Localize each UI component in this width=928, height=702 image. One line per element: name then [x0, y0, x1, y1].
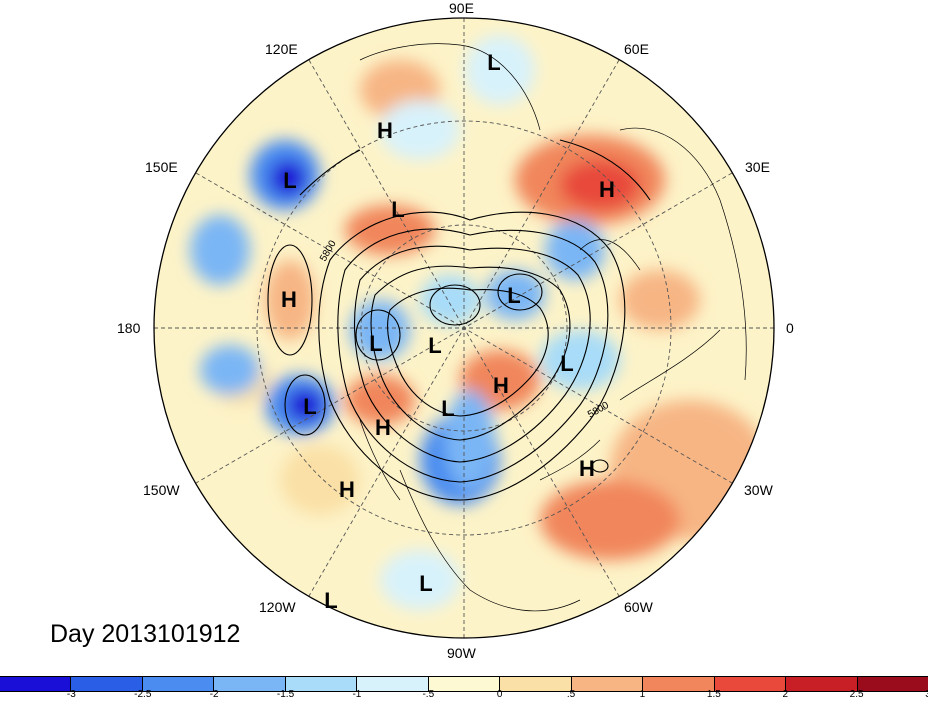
- colorbar-swatch: [786, 677, 858, 691]
- map-border: [153, 17, 775, 639]
- colorbar-tick-label: -.5: [422, 689, 435, 700]
- colorbar-swatch: [142, 677, 215, 691]
- high-east-pacific: H: [339, 477, 355, 502]
- colorbar-tick-label: -2.5: [134, 689, 152, 700]
- colorbar: [0, 676, 928, 692]
- colorbar-tick-label: 0: [496, 689, 503, 700]
- colorbar-swatch: [857, 677, 928, 691]
- low-bering: L: [369, 331, 382, 356]
- colorbar-swatch: [357, 677, 429, 691]
- colorbar-tick-label: -3: [66, 689, 76, 700]
- lon-label-30e: 30E: [745, 159, 770, 175]
- lon-label-60w: 60W: [624, 599, 653, 615]
- colorbar-swatch: [571, 677, 644, 691]
- pressure-centers: L H L L H H L L L L H L L H H H L L: [281, 50, 615, 613]
- low-mexico: L: [419, 571, 432, 596]
- lon-label-120e: 120E: [265, 41, 298, 57]
- colorbar-tick-label: .5: [566, 689, 576, 700]
- low-gulf-alaska: L: [303, 394, 316, 419]
- low-arctic-ocean: L: [428, 333, 441, 358]
- low-kamchatka: L: [283, 168, 296, 193]
- graticule: [154, 18, 774, 638]
- colorbar-swatch: [0, 677, 72, 691]
- high-alaska-coast: H: [375, 415, 391, 440]
- colorbar-swatch: [214, 677, 286, 691]
- lon-label-120w: 120W: [259, 599, 296, 615]
- high-central-pacific: H: [281, 287, 297, 312]
- lon-label-90e: 90E: [449, 0, 474, 16]
- lon-label-180: 180: [117, 320, 141, 336]
- colorbar-swatch: [71, 677, 143, 691]
- low-north-siberia: L: [487, 50, 500, 75]
- day-label: Day 2013101912: [50, 620, 241, 648]
- high-scandinavia: H: [599, 177, 615, 202]
- lon-label-60e: 60E: [624, 41, 649, 57]
- high-north-atlantic: H: [579, 456, 595, 481]
- lon-label-90w: 90W: [447, 645, 476, 661]
- low-east-pacific: L: [324, 588, 337, 613]
- height-contours: [267, 139, 651, 501]
- high-hudson: H: [493, 373, 509, 398]
- lon-label-150w: 150W: [143, 482, 180, 498]
- colorbar-swatch: [643, 677, 715, 691]
- coastlines: [359, 43, 747, 612]
- lon-label-30w: 30W: [744, 482, 773, 498]
- lon-label-150e: 150E: [145, 159, 178, 175]
- colorbar-swatch: [285, 677, 358, 691]
- colorbar-tick-label: 2.5: [849, 689, 864, 700]
- low-greenland: L: [560, 351, 573, 376]
- colorbar-swatch: [500, 677, 572, 691]
- low-chukotka: L: [391, 197, 404, 222]
- colorbar-swatch: [714, 677, 787, 691]
- colorbar-tick-label: -1.5: [276, 689, 295, 700]
- colorbar-tick-label: -1: [352, 689, 362, 700]
- low-canada: L: [441, 396, 454, 421]
- colorbar-tick-label: 2: [782, 689, 788, 700]
- low-barents: L: [507, 283, 520, 308]
- colorbar-tick-label: -2: [209, 689, 219, 700]
- colorbar-tick-label: 3: [925, 689, 928, 700]
- colorbar-swatch: [428, 677, 501, 691]
- lon-label-0: 0: [786, 320, 794, 336]
- high-east-siberia: H: [377, 118, 393, 143]
- colorbar-tick-label: 1.5: [706, 689, 721, 700]
- colorbar-tick-label: 1: [639, 689, 646, 700]
- colorbar-labels: -3 -2.5 -2 -1.5 -1 -.5 0 .5 1 1.5 2 2.5 3: [0, 689, 928, 702]
